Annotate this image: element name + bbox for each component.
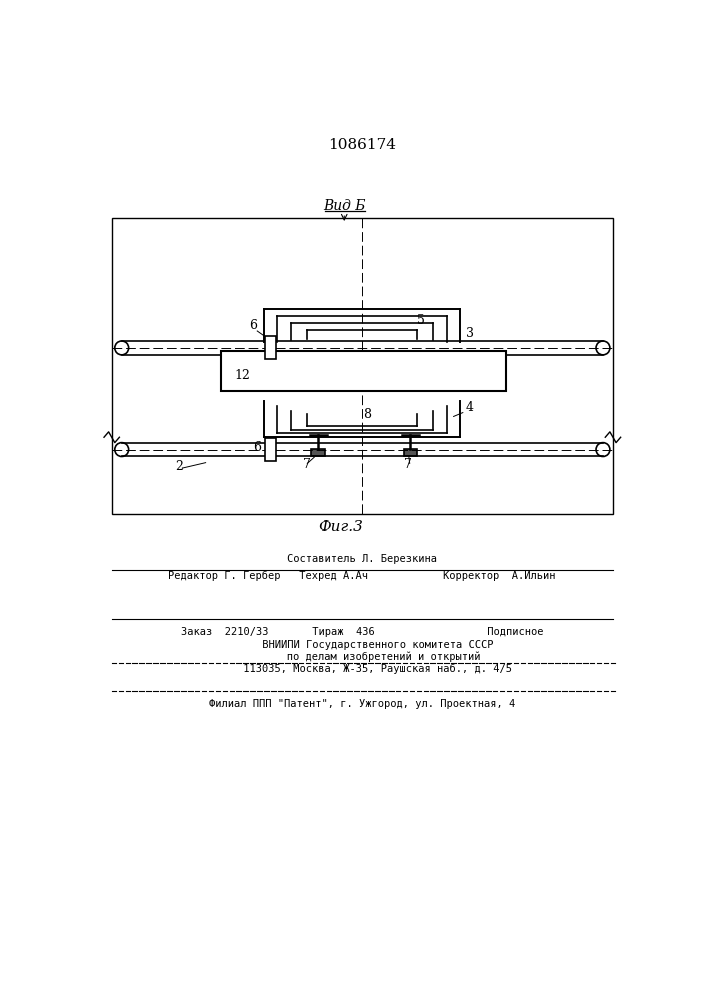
Bar (112, 218, 613, 514)
Text: 6: 6 (253, 441, 261, 454)
Text: по делам изобретений и открытий: по делам изобретений и открытий (243, 651, 481, 662)
Bar (221, 351, 506, 391)
Text: 113035, Москва, Ж-35, Раушская наб., д. 4/5: 113035, Москва, Ж-35, Раушская наб., д. … (212, 664, 512, 674)
Text: 7: 7 (404, 458, 412, 471)
Text: Фиг.3: Фиг.3 (318, 520, 363, 534)
Text: ВНИИПИ Государственного комитета СССР: ВНИИПИ Государственного комитета СССР (230, 640, 493, 650)
Text: Редактор Г. Гербер   Техред А.Ач            Корректор  А.Ильин: Редактор Г. Гербер Техред А.Ач Корректор… (168, 571, 556, 581)
Text: Составитель Л. Березкина: Составитель Л. Березкина (287, 554, 437, 564)
Text: 2: 2 (175, 460, 182, 473)
Bar (404, 449, 417, 456)
Text: 3: 3 (466, 327, 474, 340)
Text: Заказ  2210/33       Тираж  436                  Подписное: Заказ 2210/33 Тираж 436 Подписное (181, 627, 543, 637)
Text: 5: 5 (417, 314, 426, 327)
Text: 1086174: 1086174 (328, 138, 396, 152)
Bar (311, 449, 325, 456)
Text: 6: 6 (250, 319, 257, 332)
Text: Вид Б: Вид Б (323, 199, 366, 213)
Text: Филиал ППП "Патент", г. Ужгород, ул. Проектная, 4: Филиал ППП "Патент", г. Ужгород, ул. Про… (209, 699, 515, 709)
Text: 8: 8 (363, 408, 371, 421)
Text: 7: 7 (303, 458, 311, 471)
Bar (265, 438, 276, 461)
Bar (265, 336, 276, 359)
Text: 4: 4 (466, 401, 474, 414)
Text: 12: 12 (235, 369, 251, 382)
